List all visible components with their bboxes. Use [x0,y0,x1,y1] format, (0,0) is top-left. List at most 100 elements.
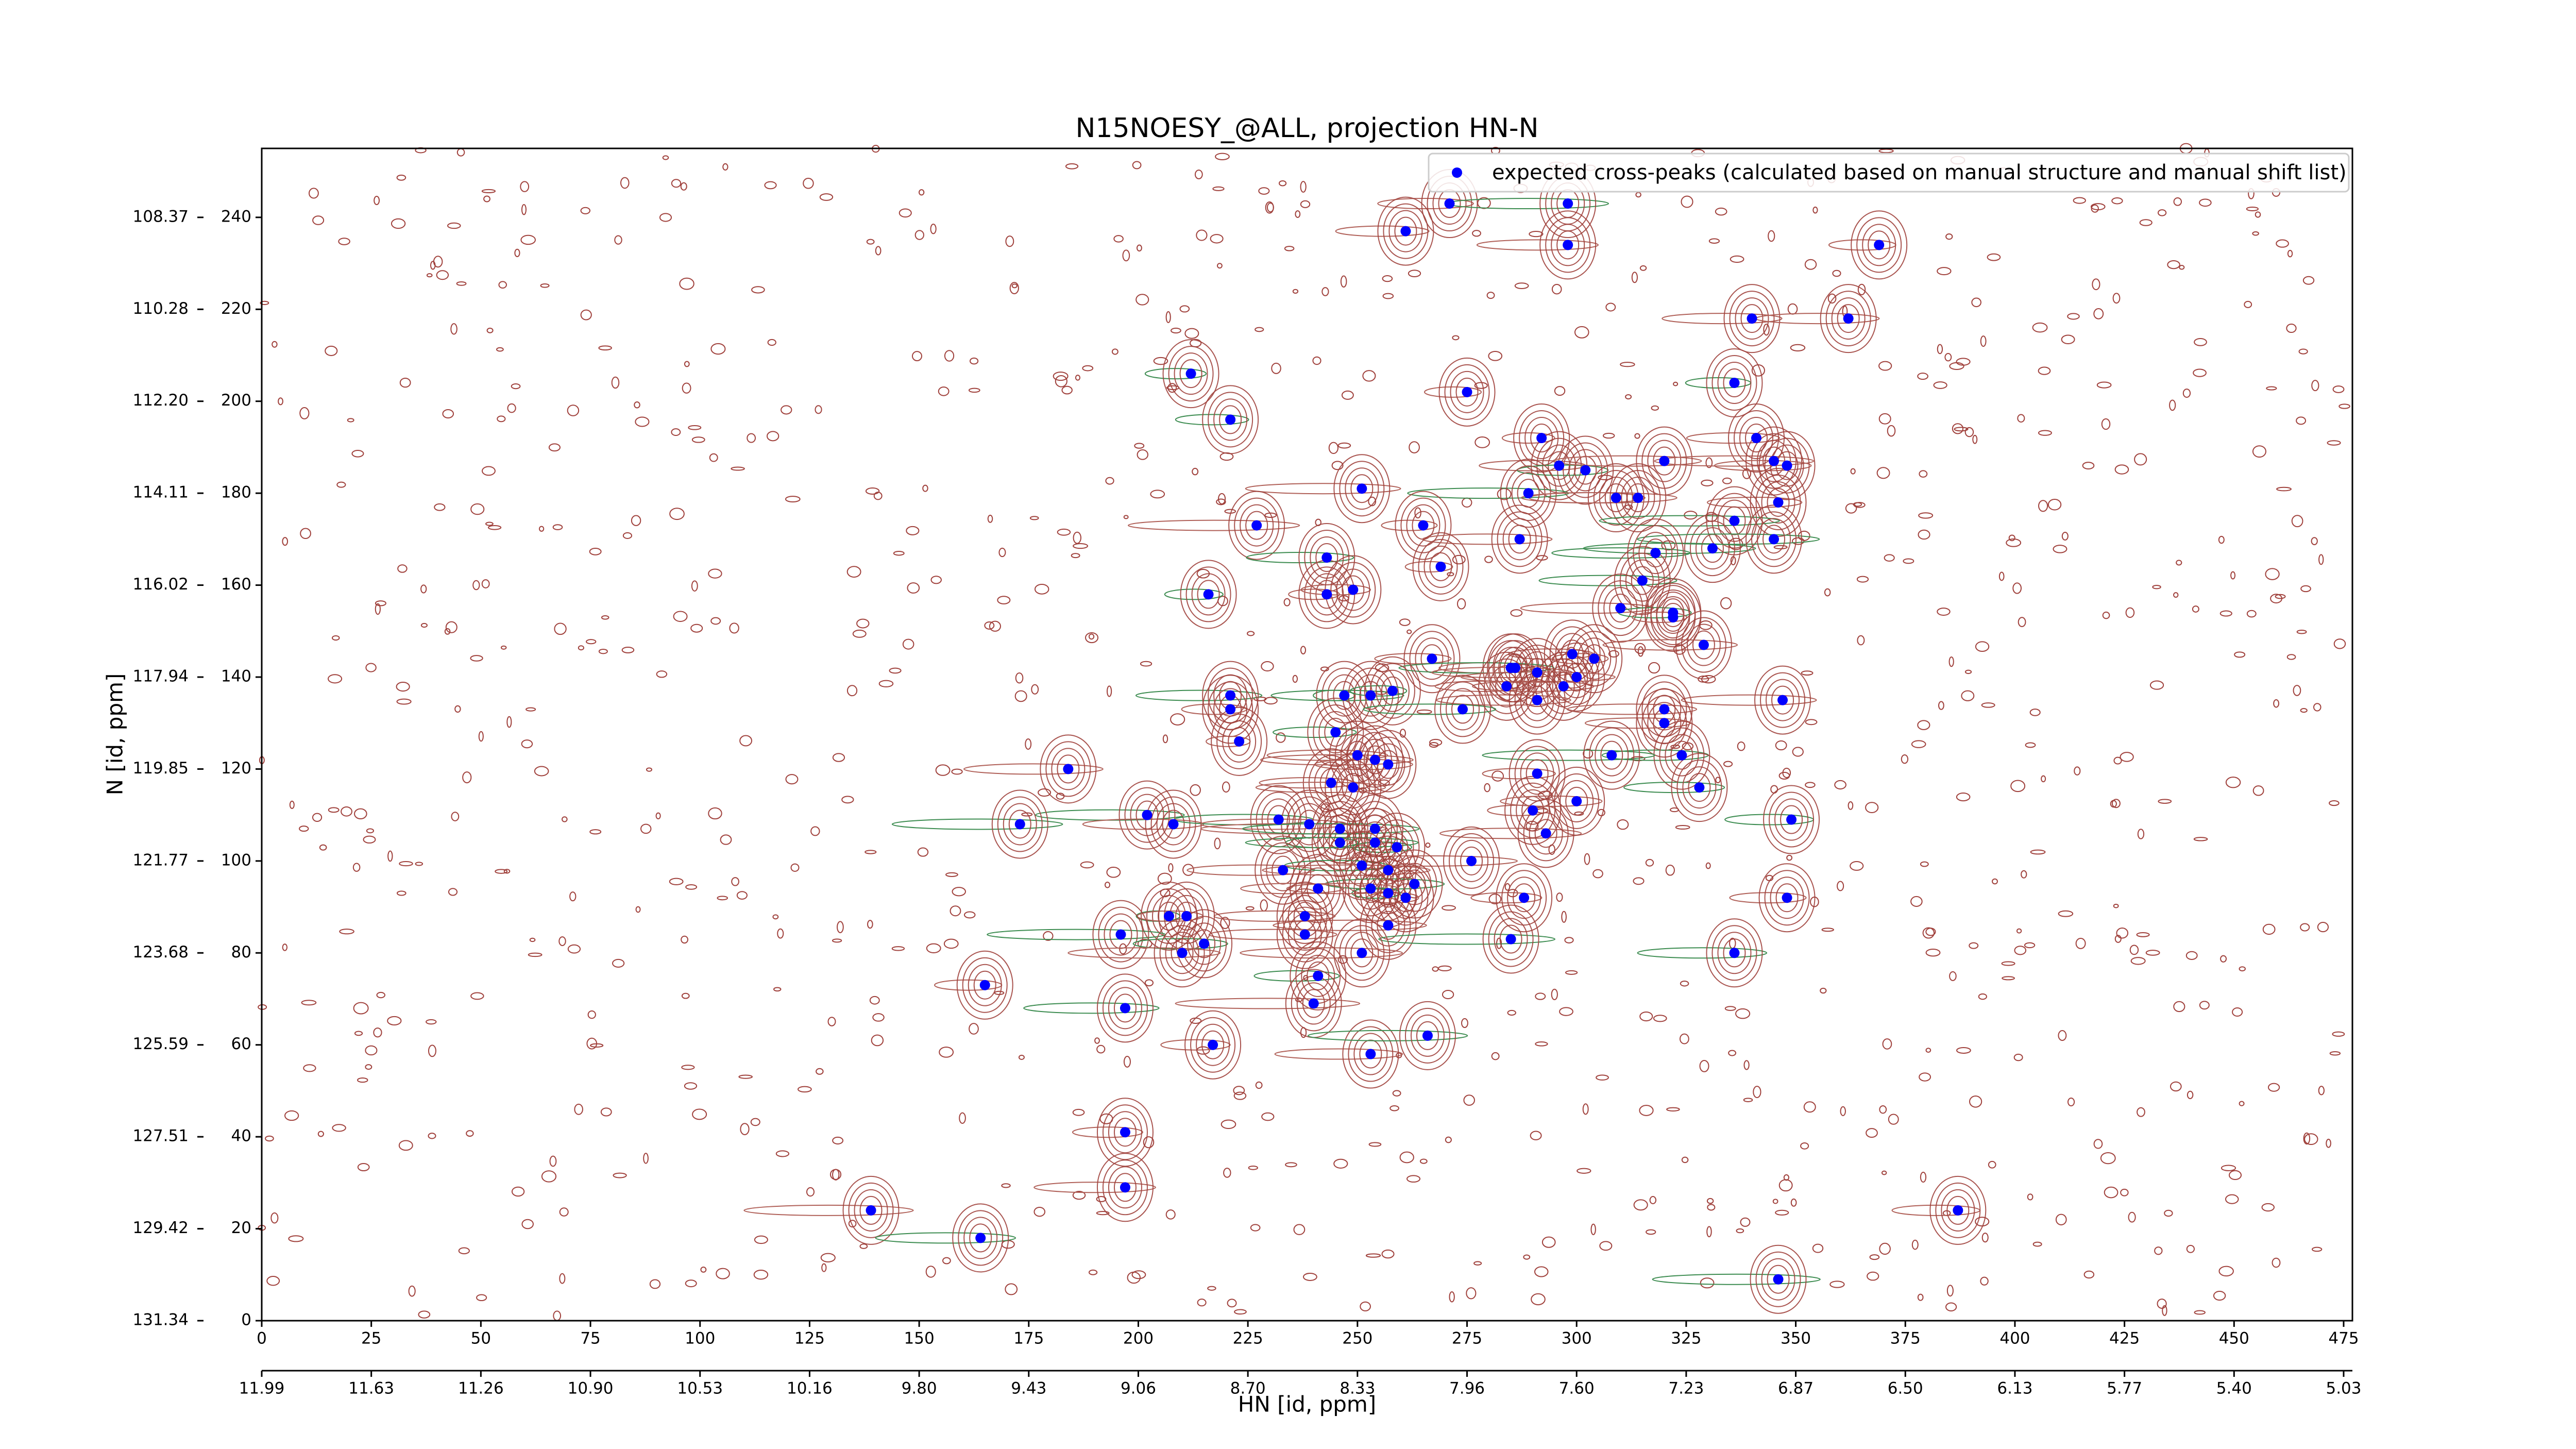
noise-contour [1850,861,1864,871]
noise-contour [2001,961,2015,966]
noise-contour [1801,670,1814,676]
noise-contour [598,648,608,654]
noise-contour [339,929,354,935]
noise-contour [1057,528,1071,536]
cross-peak [1392,842,1402,853]
noise-contour [797,1086,812,1093]
x-tick-label: 125 [794,1329,825,1348]
peak-contour [1560,780,1594,822]
noise-contour [1834,780,1846,790]
cross-peak [1120,1127,1130,1138]
noise-contour [1700,1277,1715,1289]
noise-contour [1584,853,1590,865]
noise-contour [997,596,1011,604]
peak-contour [1102,1159,1148,1216]
noise-contour [2170,1081,2182,1092]
peak-contour [1554,649,1600,705]
noise-contour [785,774,799,785]
noise-contour [282,537,289,546]
noise-contour [1111,348,1118,355]
noise-contour [938,386,950,396]
streak-contour [1246,552,1354,564]
noise-contour [2300,923,2310,932]
peak-contour [1530,424,1553,453]
noise-contour [1278,180,1287,187]
peak-contour [1113,993,1137,1023]
noise-contour [483,195,490,203]
peak-contour [1761,1258,1795,1301]
peak-contour [1350,938,1374,968]
peak-contour [1508,525,1531,554]
noise-contour [1737,741,1745,751]
noise-contour [1715,207,1727,216]
x-tick-label: 275 [1452,1329,1482,1348]
peak-contour [848,1182,894,1238]
noise-contour [1452,554,1466,565]
noise-contour [867,920,873,929]
peak-contour [1444,364,1490,420]
noise-contour [328,807,340,813]
cross-peak [1278,865,1289,875]
noise-contour [1123,1056,1131,1068]
cross-peak [1330,727,1341,738]
noise-contour [764,181,777,190]
noise-contour [1917,720,1930,730]
noise-contour [1368,496,1377,507]
peak-contour [1565,662,1588,692]
noise-contour [869,996,880,1005]
noise-contour [621,647,635,653]
noise-contour [1381,1249,1395,1259]
peak-contour [1723,938,1746,968]
peak-contour [1296,982,1331,1025]
cross-peak [1637,575,1648,586]
noise-contour [2130,957,2146,965]
noise-contour [2032,322,2048,333]
noise-contour [1337,442,1351,449]
noise-contour [1096,1211,1110,1216]
noise-contour [1234,1309,1247,1315]
peak-contour [1723,284,1781,353]
noise-contour [2017,414,2025,423]
peak-contour [997,796,1043,852]
noise-contour [1649,1196,1657,1204]
peak-contour [1758,863,1816,933]
noise-contour [1360,1301,1371,1311]
noise-contour [2014,946,2027,955]
peak-contour [1045,741,1091,797]
noise-contour [2010,780,2026,793]
cross-peak [1418,520,1429,531]
peak-contour [1412,532,1469,601]
noise-contour [942,1257,951,1265]
noise-contour [1362,370,1376,382]
streak-contour [1681,694,1817,706]
peak-contour [1711,355,1757,411]
streak-contour [1662,313,1783,325]
noise-contour [458,1247,470,1255]
noise-contour [1406,629,1412,634]
noise-contour [1190,784,1201,796]
peak-contour [1638,532,1673,575]
cross-peak [1769,456,1780,466]
noise-contour [373,1027,382,1038]
noise-contour [1679,1033,1689,1044]
noise-contour [1625,394,1632,400]
noise-contour [673,611,688,622]
noise-contour [1948,656,1954,667]
noise-contour [1869,1254,1880,1260]
peak-contour [1234,497,1280,553]
noise-contour [655,812,661,819]
noise-contour [366,828,375,834]
noise-contour [2311,380,2319,392]
noise-contour [918,189,925,196]
peak-contour [1449,833,1495,889]
noise-contour [2096,381,2112,389]
noise-contour [716,1268,730,1279]
noise-contour [875,246,882,256]
noise-contour [2246,206,2259,211]
cross-peak [1528,805,1538,816]
noise-contour [747,433,756,443]
peak-contour [1676,760,1722,816]
streak-contour [1439,828,1582,839]
peak-contour [1307,698,1364,767]
noise-contour [2137,829,2145,839]
